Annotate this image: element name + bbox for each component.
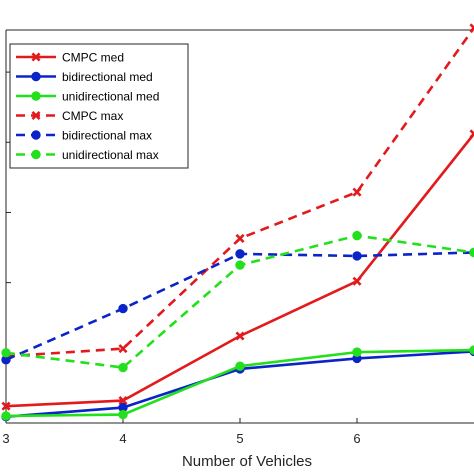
x-tick-label: 5 bbox=[236, 431, 243, 446]
legend-label: CMPC med bbox=[62, 51, 124, 65]
series-layer bbox=[1, 23, 474, 422]
x-axis-label: Number of Vehicles bbox=[182, 453, 312, 470]
data-point bbox=[235, 331, 245, 341]
data-point bbox=[118, 344, 128, 354]
data-point bbox=[352, 276, 362, 286]
data-point bbox=[118, 303, 128, 314]
data-point bbox=[235, 361, 245, 371]
data-point bbox=[469, 345, 474, 355]
data-point bbox=[352, 251, 362, 261]
data-point bbox=[469, 247, 474, 258]
legend-marker bbox=[31, 52, 41, 62]
series-line bbox=[5, 350, 474, 418]
data-point bbox=[352, 230, 362, 241]
legend-entry: bidirectional max bbox=[16, 129, 152, 143]
series-unidirectional-max bbox=[1, 230, 474, 373]
legend-entry: CMPC med bbox=[16, 51, 124, 65]
legend-entry: CMPC max bbox=[16, 109, 123, 123]
series-cmpc-med bbox=[1, 129, 474, 411]
data-point bbox=[352, 187, 362, 197]
data-point bbox=[1, 411, 11, 421]
legend-marker bbox=[31, 110, 41, 121]
data-point bbox=[469, 129, 474, 139]
legend-label: bidirectional max bbox=[62, 129, 152, 143]
data-point bbox=[118, 409, 128, 420]
legend-entry: bidirectional med bbox=[16, 70, 153, 84]
data-point bbox=[118, 362, 128, 373]
legend-entry: unidirectional max bbox=[16, 148, 159, 162]
x-tick-label: 3 bbox=[2, 431, 9, 446]
legend-label: unidirectional max bbox=[62, 148, 159, 162]
data-point bbox=[235, 260, 245, 270]
series-unidirectional-med bbox=[1, 345, 474, 421]
legend-label: CMPC max bbox=[62, 109, 123, 123]
x-axis-ticks: 3 4 5 6 bbox=[2, 418, 361, 446]
data-point bbox=[235, 249, 245, 259]
legend-label: unidirectional med bbox=[62, 90, 159, 104]
legend-entry: unidirectional med bbox=[16, 90, 159, 104]
data-point bbox=[469, 23, 474, 33]
series-bidirectional-med bbox=[1, 346, 474, 422]
legend: CMPC med bidirectional med unidirectional … bbox=[9, 43, 189, 169]
data-point bbox=[1, 348, 11, 358]
x-tick-label: 4 bbox=[119, 431, 126, 446]
legend-marker bbox=[31, 71, 41, 82]
data-point bbox=[352, 347, 362, 357]
legend-label: bidirectional med bbox=[62, 70, 153, 84]
data-point bbox=[118, 396, 128, 406]
legend-marker bbox=[31, 91, 41, 101]
data-point bbox=[235, 233, 245, 243]
legend-marker bbox=[31, 149, 41, 160]
data-point bbox=[1, 401, 11, 411]
x-tick-label: 6 bbox=[353, 431, 360, 446]
legend-marker bbox=[31, 130, 41, 140]
legend-box bbox=[9, 43, 189, 169]
series-line bbox=[5, 348, 474, 418]
